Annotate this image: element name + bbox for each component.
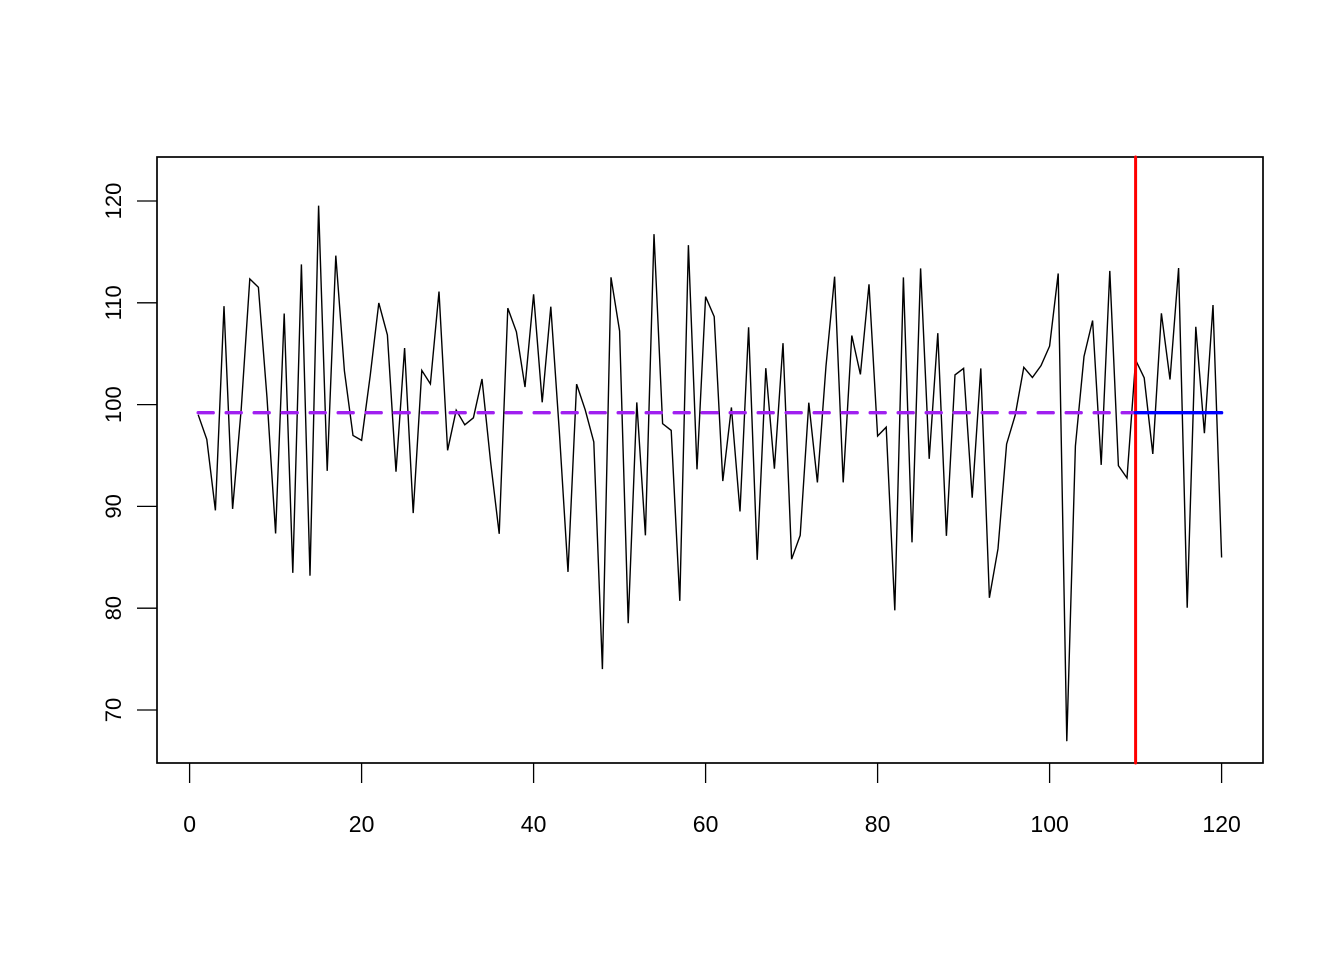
svg-text:60: 60: [693, 811, 719, 837]
svg-text:40: 40: [521, 811, 547, 837]
svg-text:120: 120: [101, 183, 126, 220]
svg-text:80: 80: [101, 596, 126, 620]
svg-text:0: 0: [183, 811, 196, 837]
svg-text:120: 120: [1202, 811, 1240, 837]
svg-text:80: 80: [865, 811, 891, 837]
svg-text:110: 110: [101, 285, 126, 320]
svg-text:70: 70: [101, 698, 126, 722]
svg-text:20: 20: [349, 811, 375, 837]
svg-text:100: 100: [101, 386, 126, 423]
svg-text:100: 100: [1030, 811, 1068, 837]
svg-text:90: 90: [101, 494, 126, 518]
